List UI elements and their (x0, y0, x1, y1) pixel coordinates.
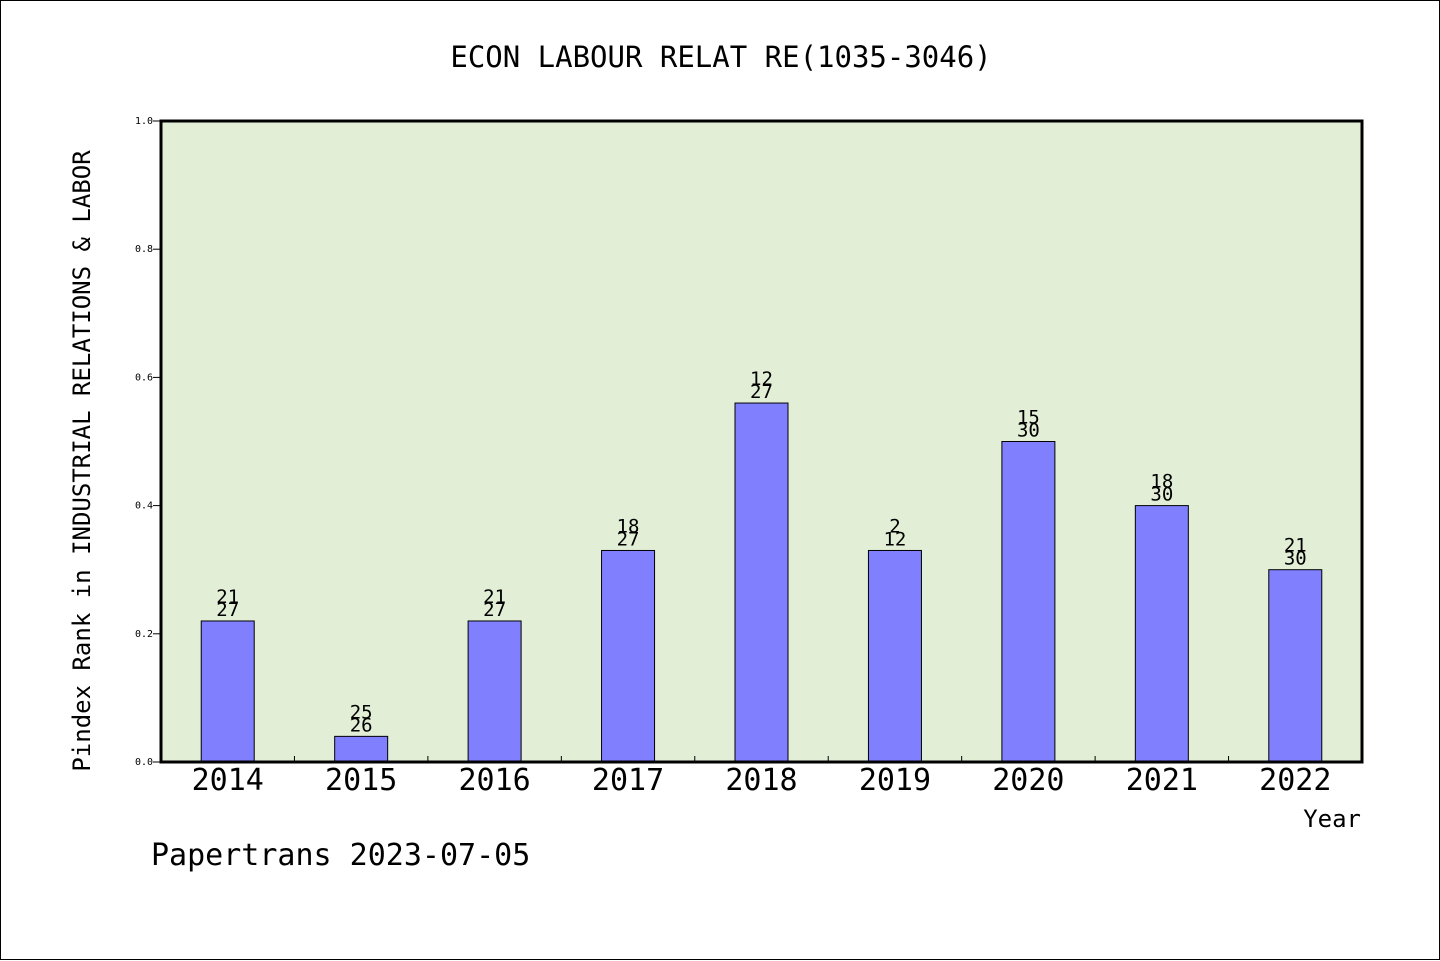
bar-rank-label-2020: 15 (1017, 407, 1040, 429)
bar-2021 (1134, 505, 1189, 763)
bar-total-label-2021: 30 (1150, 484, 1173, 506)
y-tick-label-0.2: 0.2 (135, 629, 153, 640)
y-tick-label-0.4: 0.4 (135, 501, 153, 512)
x-tick-label-2016: 2016 (458, 763, 530, 798)
bar-rank-label-2014: 21 (216, 586, 239, 608)
y-tick-label-0.6: 0.6 (135, 372, 153, 383)
x-tick-label-2019: 2019 (859, 763, 931, 798)
x-tick-label-2021: 2021 (1126, 763, 1198, 798)
chart-title: ECON LABOUR RELAT RE(1035-3046) (450, 40, 991, 74)
bar-rank-label-2016: 21 (483, 586, 506, 608)
x-axis: 2014 2015 2016 2017 2018 2019 2020 2021 2022 (192, 756, 1331, 798)
bar-total-label-2014: 27 (216, 599, 239, 621)
bar-rank-label-2015: 25 (350, 701, 373, 723)
y-axis: 0.0 0.2 0.4 0.6 0.8 1.0 (135, 116, 161, 768)
bar-total-label-2022: 30 (1284, 548, 1307, 570)
bar-2014 (200, 620, 255, 763)
bar-total-label-2020: 30 (1017, 420, 1040, 442)
bar-rank-label-2022: 21 (1284, 535, 1307, 557)
bars-group (200, 402, 1323, 763)
plot-border (159, 119, 1364, 764)
bar-total-label-2016: 27 (483, 599, 506, 621)
x-tick-label-2018: 2018 (725, 763, 797, 798)
bar-total-label-2018: 27 (750, 381, 773, 403)
bar-2020 (1001, 441, 1056, 763)
x-tick-label-2015: 2015 (325, 763, 397, 798)
bar-rank-label-2019: 2 (889, 515, 900, 537)
y-axis-label: Pindex Rank in INDUSTRIAL RELATIONS & LA… (68, 150, 96, 772)
bar-2022 (1268, 569, 1323, 763)
bar-total-label-2019: 12 (883, 528, 906, 550)
x-tick-label-2017: 2017 (592, 763, 664, 798)
bar-rank-label-2017: 18 (617, 515, 640, 537)
footer-credit: Papertrans 2023-07-05 (151, 838, 530, 873)
bar-2019 (867, 549, 922, 763)
bar-rank-label-2018: 12 (750, 368, 773, 390)
y-tick-label-0.8: 0.8 (135, 244, 153, 255)
bar-total-label-2017: 27 (617, 528, 640, 550)
x-tick-label-2020: 2020 (992, 763, 1064, 798)
x-axis-label: Year (1303, 805, 1361, 833)
bar-2018 (734, 402, 789, 763)
bar-2017 (601, 549, 656, 763)
bar-total-label-2015: 26 (350, 714, 373, 736)
x-tick-label-2014: 2014 (192, 763, 264, 798)
bar-rank-label-2021: 18 (1150, 471, 1173, 493)
x-tick-label-2022: 2022 (1259, 763, 1331, 798)
bar-2015 (334, 735, 389, 763)
y-tick-label-1.0: 1.0 (135, 116, 153, 127)
y-tick-label-0.0: 0.0 (135, 757, 153, 768)
bar-2016 (467, 620, 522, 763)
